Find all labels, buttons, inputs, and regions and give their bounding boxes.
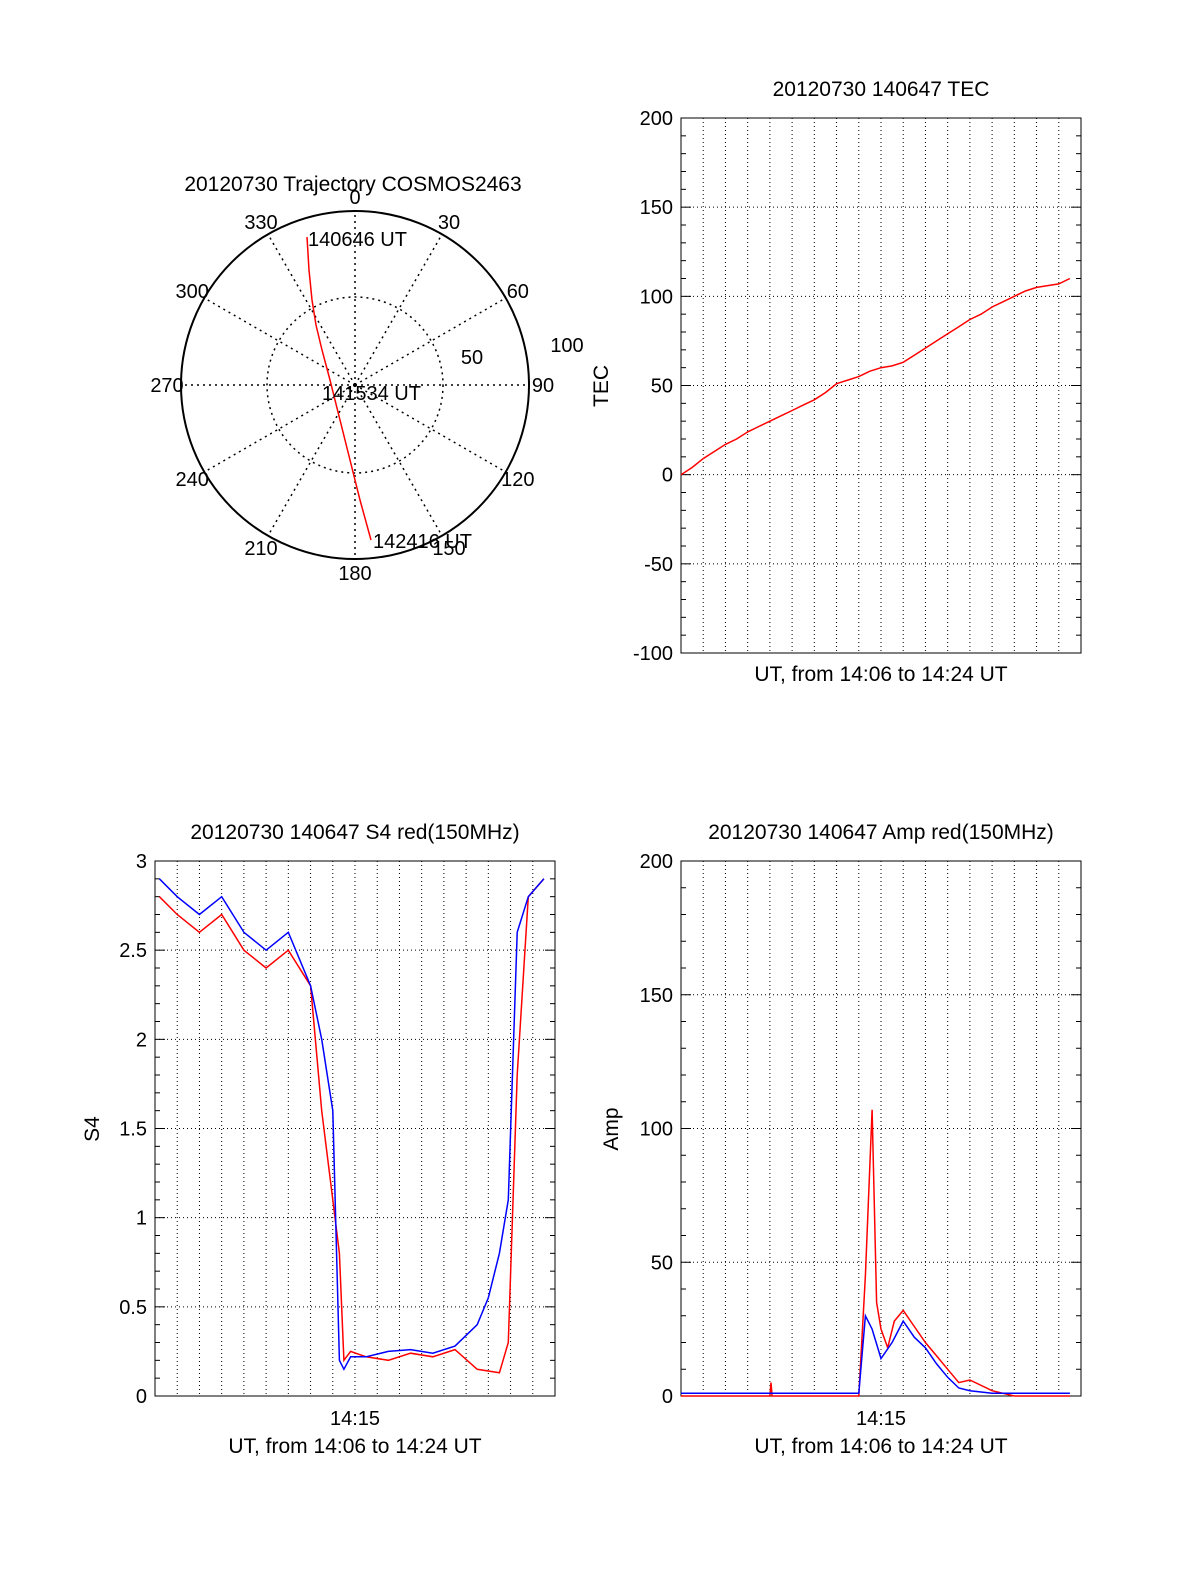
y-tick-label: 2	[136, 1029, 147, 1051]
y-tick-label: 200	[640, 108, 673, 130]
polar-radial-label-50: 50	[461, 347, 483, 369]
polar-spoke	[354, 384, 507, 473]
polar-azimuth-label: 330	[244, 212, 277, 234]
amp-chart: 200 150 100 50 0 20120730 140647 Amp red(150…	[600, 821, 1082, 1458]
polar-azimuth-label: 180	[338, 563, 371, 585]
y-tick-label: -50	[644, 554, 673, 576]
s4-minor-ticks	[155, 860, 555, 1397]
s4-x-tick-label: 14:15	[330, 1408, 380, 1430]
y-tick-label: 1	[136, 1208, 147, 1230]
y-tick-label: 1.5	[119, 1119, 147, 1141]
tec-y-axis-label: TEC	[590, 365, 613, 407]
y-tick-label: 200	[640, 851, 673, 873]
series-line-2	[681, 1313, 1070, 1395]
s4-series	[158, 878, 545, 1374]
series-line-1	[681, 1109, 1070, 1397]
polar-start-label: 140646 UT	[308, 229, 407, 251]
y-tick-label: 50	[651, 376, 673, 398]
polar-azimuth-label: 0	[349, 187, 360, 209]
y-tick-label: 50	[651, 1252, 673, 1274]
polar-title: 20120730 Trajectory COSMOS2463	[184, 173, 521, 196]
polar-azimuth-label: 60	[507, 281, 529, 303]
s4-x-axis-label: UT, from 14:06 to 14:24 UT	[228, 1435, 481, 1458]
polar-azimuth-labels: 0 30 60 90 120 150 180 210 240 270 300 330	[150, 187, 554, 585]
tec-series	[680, 277, 1071, 476]
series-line-1	[680, 277, 1071, 476]
polar-spoke	[354, 297, 507, 386]
amp-x-tick-label: 14:15	[856, 1408, 906, 1430]
series-line-2	[158, 878, 545, 1371]
series-line-1	[158, 878, 545, 1374]
polar-spoke	[203, 384, 356, 473]
polar-azimuth-label: 270	[150, 375, 183, 397]
tec-title: 20120730 140647 TEC	[773, 78, 990, 101]
tec-minor-ticks	[681, 117, 1081, 654]
amp-title: 20120730 140647 Amp red(150MHz)	[708, 821, 1054, 844]
polar-spoke	[203, 297, 356, 386]
y-tick-label: 150	[640, 197, 673, 219]
amp-x-axis-label: UT, from 14:06 to 14:24 UT	[754, 1435, 1007, 1458]
polar-azimuth-label: 150	[432, 538, 465, 560]
y-tick-label: 0	[136, 1386, 147, 1408]
y-tick-label: 0	[662, 1386, 673, 1408]
polar-ring-50	[266, 296, 444, 474]
s4-chart: 3 2.5 2 1.5 1 0.5 0 20120730 140647 S4 red(150…	[81, 821, 556, 1458]
polar-spoke	[354, 384, 443, 537]
polar-spokes	[181, 211, 529, 559]
s4-title: 20120730 140647 S4 red(150MHz)	[190, 821, 519, 844]
polar-outer-ring	[180, 210, 530, 560]
y-tick-label: 3	[136, 851, 147, 873]
polar-spoke	[354, 233, 443, 386]
polar-spoke	[267, 384, 356, 537]
polar-radial-label-100: 100	[550, 335, 583, 357]
polar-azimuth-label: 90	[532, 375, 554, 397]
polar-azimuth-label: 300	[175, 281, 208, 303]
polar-azimuth-label: 210	[244, 538, 277, 560]
polar-azimuth-label: 120	[501, 469, 534, 491]
polar-trajectory-trace	[306, 236, 372, 541]
polar-end-label: 142416 UT	[373, 531, 472, 553]
polar-azimuth-label: 240	[175, 469, 208, 491]
y-tick-label: 0.5	[119, 1297, 147, 1319]
amp-minor-ticks	[681, 860, 1081, 1397]
s4-y-axis-label: S4	[81, 1116, 104, 1142]
amp-y-tick-labels: 200 150 100 50 0	[640, 851, 673, 1408]
tec-x-axis-label: UT, from 14:06 to 14:24 UT	[754, 663, 1007, 686]
s4-gridlines	[155, 861, 555, 1396]
polar-spoke	[267, 233, 356, 386]
polar-trajectory-plot: 20120730 Trajectory COSMOS2463 0 30 60 90 12…	[150, 173, 583, 585]
amp-y-axis-label: Amp	[600, 1107, 623, 1150]
y-tick-label: 100	[640, 286, 673, 308]
y-tick-label: -100	[633, 643, 673, 665]
tec-gridlines	[681, 118, 1081, 653]
polar-azimuth-label: 30	[438, 212, 460, 234]
tec-y-tick-labels: 200 150 100 50 0 -50 -100	[633, 108, 673, 665]
y-tick-label: 150	[640, 985, 673, 1007]
amp-series	[681, 1109, 1070, 1397]
amp-gridlines	[681, 861, 1081, 1396]
y-tick-label: 0	[662, 465, 673, 487]
y-tick-label: 2.5	[119, 940, 147, 962]
y-tick-label: 100	[640, 1119, 673, 1141]
s4-y-tick-labels: 3 2.5 2 1.5 1 0.5 0	[119, 851, 147, 1408]
polar-mid-label: 141534 UT	[322, 383, 421, 405]
